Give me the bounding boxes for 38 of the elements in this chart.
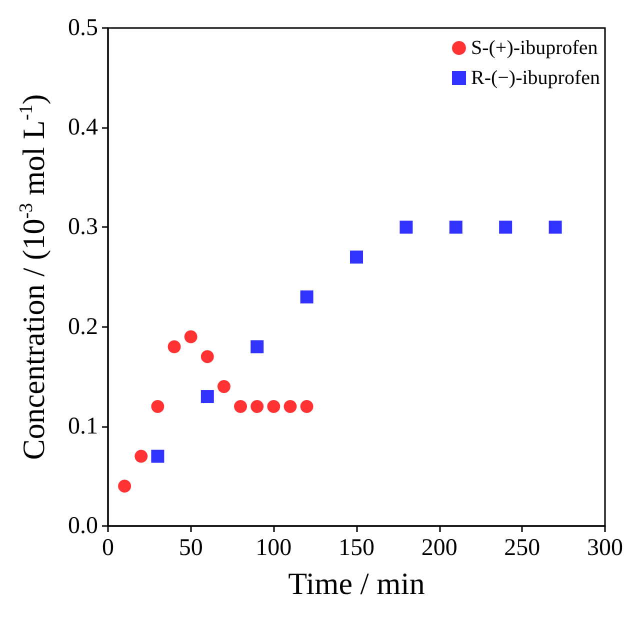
point — [400, 220, 413, 234]
point — [217, 380, 230, 394]
point — [267, 400, 280, 413]
x-tick-label: 100 — [256, 535, 292, 561]
point — [449, 220, 462, 234]
point — [134, 450, 148, 463]
y-axis-title: Concentration / (10-3 mol L-1) — [16, 94, 51, 460]
y-tick-label: 0.4 — [68, 114, 98, 141]
x-tick-label: 250 — [504, 535, 540, 561]
point — [250, 400, 264, 413]
point — [200, 350, 214, 364]
legend-label: S-(+)-ibuprofen — [470, 37, 598, 59]
x-tick-label: 200 — [421, 535, 458, 561]
x-tick-label: 300 — [587, 535, 623, 561]
point — [250, 340, 264, 354]
y-tick-label: 0.2 — [68, 314, 98, 340]
point — [234, 400, 248, 413]
y-tick-label: 0.0 — [68, 513, 98, 539]
point — [499, 220, 512, 234]
point — [200, 390, 214, 404]
x-tick-label: 0 — [102, 535, 114, 561]
point — [350, 250, 363, 264]
point — [548, 220, 562, 234]
x-axis-title: Time / min — [288, 566, 426, 601]
y-tick-label: 0.3 — [68, 214, 98, 240]
point — [284, 400, 297, 413]
point — [151, 450, 164, 463]
point — [118, 480, 132, 493]
point — [151, 400, 164, 413]
x-tick-label: 50 — [178, 535, 203, 561]
y-tick-label: 0.1 — [68, 413, 98, 440]
point — [300, 290, 314, 304]
point — [168, 340, 181, 354]
legend-label: R-(−)-ibuprofen — [470, 67, 600, 89]
x-tick-label: 150 — [338, 535, 374, 561]
point — [184, 330, 198, 344]
point — [300, 400, 314, 413]
y-tick-label: 0.5 — [68, 15, 98, 41]
